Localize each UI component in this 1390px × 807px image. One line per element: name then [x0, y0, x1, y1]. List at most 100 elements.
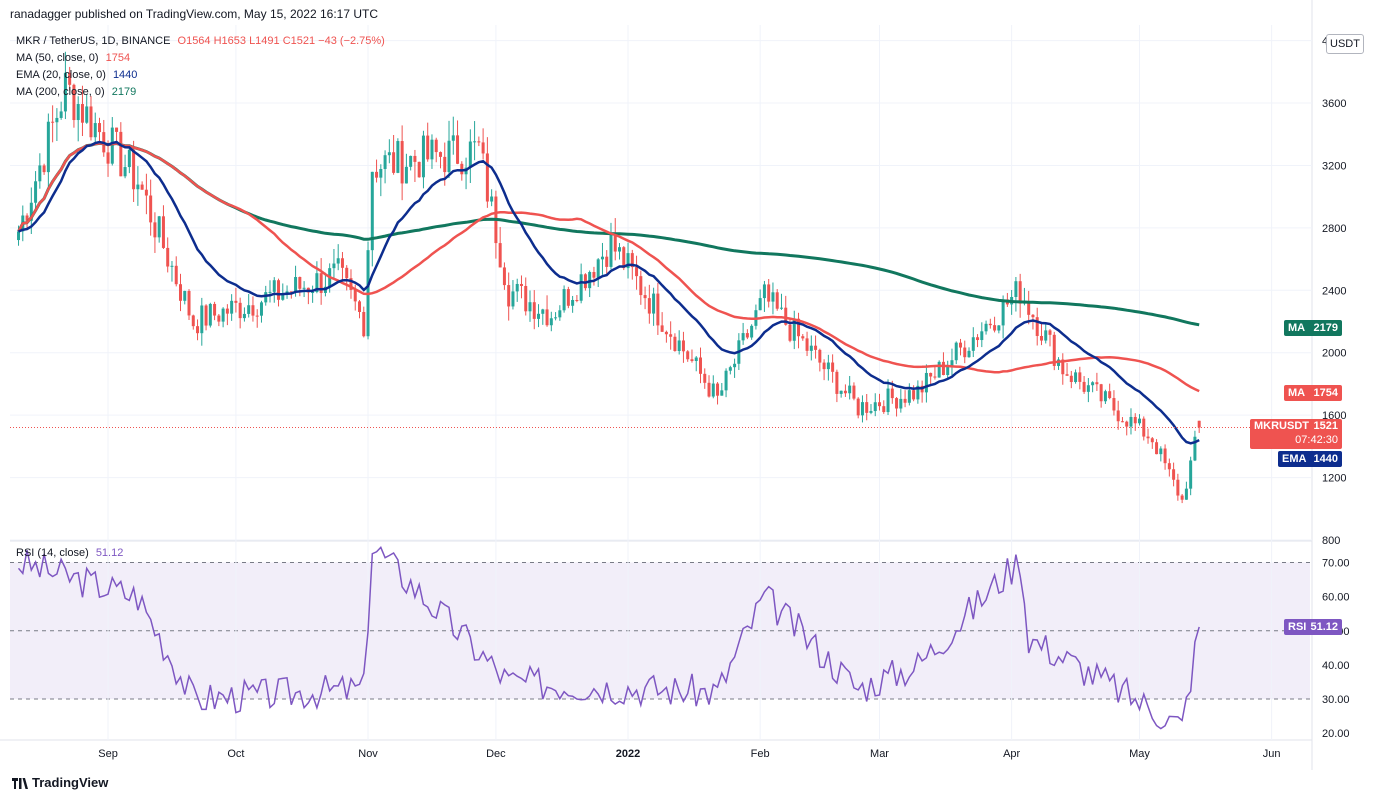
ma50-value: 1754: [105, 52, 131, 64]
time-tick-label: Jun: [1263, 748, 1281, 760]
candle-body: [784, 307, 788, 325]
candle-body: [409, 155, 413, 167]
currency-button[interactable]: USDT: [1326, 34, 1364, 54]
symbol-legend: MKR / TetherUS, 1D, BINANCE O1564 H1653 …: [16, 35, 385, 47]
candle-body: [592, 272, 596, 278]
candle-body: [669, 334, 673, 337]
candle-body: [89, 106, 93, 138]
candle-body: [562, 289, 566, 311]
candle-body: [698, 357, 702, 374]
candle-body: [630, 253, 634, 268]
price-tick-label: 2800: [1322, 223, 1346, 235]
candle-body: [349, 278, 353, 290]
price-tick-label: 1200: [1322, 473, 1346, 485]
tradingview-logo-text: TradingView: [32, 775, 109, 790]
candle-body: [1197, 420, 1201, 428]
candle-body: [340, 258, 344, 268]
candle-body: [1129, 416, 1133, 427]
rsi-legend[interactable]: RSI (14, close) 51.12: [16, 547, 123, 559]
candle-body: [848, 385, 852, 394]
candle-body: [302, 287, 306, 289]
candle-body: [566, 289, 570, 306]
candle-body: [980, 331, 984, 341]
candle-body: [456, 135, 460, 164]
candle-body: [1193, 436, 1197, 461]
rsi-tick-label: 60.00: [1322, 592, 1350, 604]
candle-body: [549, 318, 553, 326]
rsi-label: RSI (14, close): [16, 547, 89, 559]
candle-body: [618, 247, 622, 252]
candle-body: [933, 376, 937, 378]
candle-body: [728, 367, 732, 371]
candle-body: [196, 326, 200, 334]
candle-body: [153, 222, 157, 238]
rsi-price-tag: RSI 51.12: [1284, 619, 1342, 635]
candle-body: [319, 273, 323, 293]
candle-body: [941, 361, 945, 376]
candle-body: [234, 300, 238, 303]
candle-body: [1125, 421, 1129, 427]
candle-body: [686, 351, 690, 360]
candle-body: [1108, 391, 1112, 399]
candle-body: [345, 267, 349, 279]
candle-body: [639, 276, 643, 296]
candle-body: [1167, 463, 1171, 470]
candle-body: [899, 398, 903, 409]
candle-body: [315, 273, 319, 293]
ma50-tag-value: 1754: [1313, 387, 1338, 399]
candle-body: [681, 340, 685, 352]
price-tick-label: 2000: [1322, 348, 1346, 360]
ema20-tag-label: EMA: [1282, 453, 1307, 465]
candle-body: [247, 305, 251, 314]
candle-body: [541, 309, 545, 314]
ma200-legend[interactable]: MA (200, close, 0) 2179: [16, 86, 136, 98]
candle-body: [451, 135, 455, 141]
candle-body: [583, 274, 587, 289]
candle-body: [1086, 385, 1090, 392]
candle-body: [993, 325, 997, 331]
last-tag-label: MKRUSDT: [1254, 420, 1309, 432]
rsi-tick-label: 20.00: [1322, 728, 1350, 740]
tradingview-logo[interactable]: TradingView: [12, 775, 108, 790]
candle-body: [127, 149, 131, 168]
candle-body: [392, 152, 396, 173]
candle-body: [34, 181, 38, 203]
candle-body: [677, 340, 681, 351]
candle-body: [1074, 372, 1078, 383]
candle-body: [937, 361, 941, 378]
candle-body: [792, 318, 796, 341]
candle-body: [468, 141, 472, 168]
candle-body: [123, 167, 127, 177]
candle-body: [903, 398, 907, 403]
candle-body: [758, 298, 762, 311]
ema20-price-tag: EMA 1440: [1278, 451, 1342, 467]
candle-body: [259, 302, 263, 316]
candle-body: [387, 152, 391, 156]
candle-body: [886, 388, 890, 413]
candle-body: [132, 149, 136, 190]
ema20-value: 1440: [112, 69, 138, 81]
candle-body: [404, 166, 408, 184]
candle-body: [443, 156, 447, 173]
ma50-legend[interactable]: MA (50, close, 0) 1754: [16, 52, 130, 64]
candle-body: [149, 195, 153, 223]
candle-body: [76, 104, 80, 121]
candle-body: [490, 196, 494, 202]
ma200-value: 2179: [111, 86, 137, 98]
candle-body: [750, 325, 754, 338]
candle-body: [144, 189, 148, 196]
candle-body: [895, 398, 899, 409]
rsi-tick-label: 40.00: [1322, 660, 1350, 672]
candle-body: [191, 315, 195, 327]
ema20-legend[interactable]: EMA (20, close, 0) 1440: [16, 69, 137, 81]
candle-body: [984, 323, 988, 332]
candle-body: [1172, 469, 1176, 480]
candle-body: [519, 283, 523, 286]
ma200-price-tag: MA 2179: [1284, 320, 1342, 336]
candle-body: [396, 141, 400, 173]
candle-body: [532, 302, 536, 319]
candle-body: [907, 390, 911, 403]
candle-body: [242, 313, 246, 319]
